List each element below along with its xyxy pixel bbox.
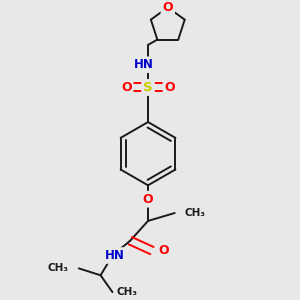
Text: O: O — [164, 81, 175, 94]
Text: CH₃: CH₃ — [48, 263, 69, 273]
Text: HN: HN — [134, 58, 154, 71]
Text: S: S — [143, 81, 153, 94]
Text: CH₃: CH₃ — [184, 208, 206, 218]
Text: O: O — [121, 81, 132, 94]
Text: O: O — [143, 193, 153, 206]
Text: O: O — [163, 1, 173, 14]
Text: CH₃: CH₃ — [116, 287, 137, 297]
Text: HN: HN — [104, 249, 124, 262]
Text: O: O — [158, 244, 169, 257]
